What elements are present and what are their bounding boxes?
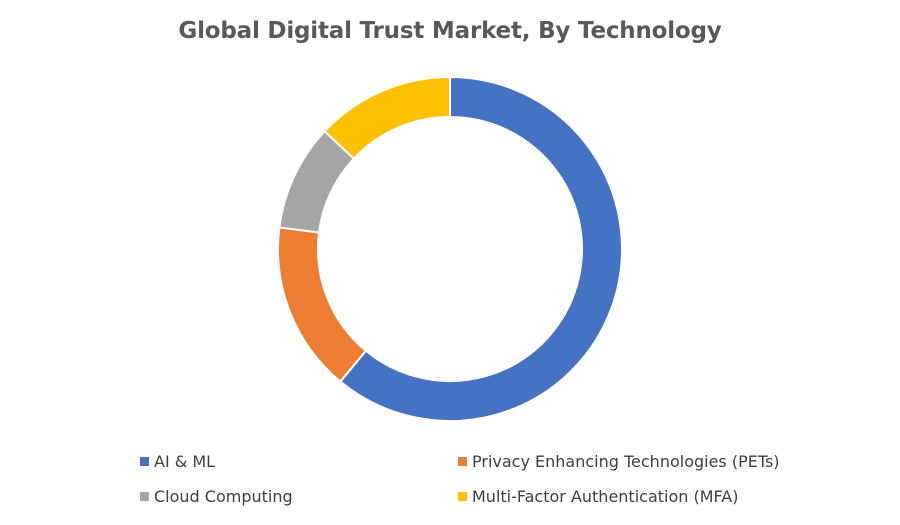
chart-title: Global Digital Trust Market, By Technolo… — [178, 18, 722, 44]
donut-slice-mfa — [323, 75, 451, 161]
donut-slice-pets — [277, 226, 368, 383]
donut-slice-ai-ml — [338, 75, 623, 422]
